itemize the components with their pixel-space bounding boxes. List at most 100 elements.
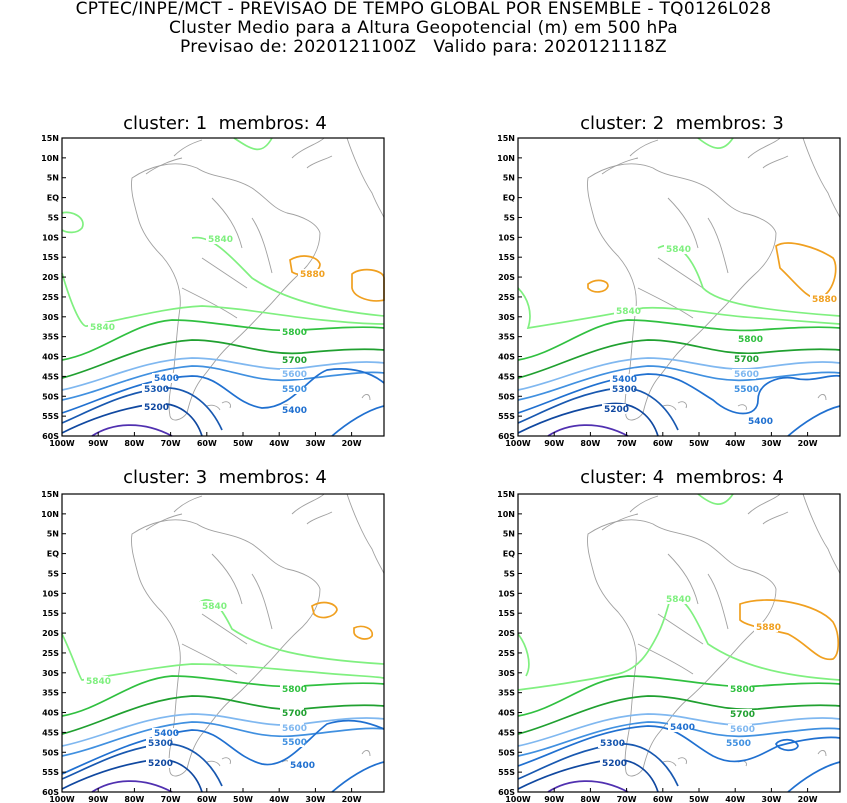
map-frame (517, 493, 841, 793)
contour-label-bg (732, 354, 756, 364)
coastline-4 (802, 493, 841, 575)
contour-5840-line (517, 633, 530, 677)
contour-label-5600: 5600 (734, 370, 759, 380)
contour-label-bg (146, 758, 170, 768)
contour-label-bg (88, 322, 112, 332)
contour-5400-line (61, 368, 385, 414)
lat-label-55S: 55S (498, 412, 515, 421)
contour-label-bg (280, 369, 304, 379)
lat-label-15N: 15N (497, 134, 515, 143)
lat-label-40S: 40S (42, 709, 59, 718)
map-panel-cluster-2: 5840 5840 5880 5800 5700 5600 5500 5400 5400 5300… (497, 134, 841, 448)
lat-label-5N: 5N (503, 174, 515, 183)
lon-label-20W: 20W (798, 439, 818, 448)
contour-label-bg (732, 384, 756, 394)
contour-label-5800: 5800 (282, 328, 307, 338)
map-panel-cluster-1: 5840 5840 5880 5800 5700 5600 5500 5400 5400 5300… (41, 134, 385, 448)
contour-label-5200: 5200 (602, 759, 627, 769)
lon-label-90W: 90W (88, 795, 108, 803)
lat-label-35S: 35S (42, 333, 59, 342)
contour-label-5500: 5500 (282, 738, 307, 748)
map-panel-cluster-4: 5840 5880 5800 5700 5600 5500 5400 5300 5200 15N 1… (497, 490, 841, 803)
contour-label-bg (598, 738, 622, 748)
lat-label-60S: 60S (498, 432, 515, 441)
lat-label-20S: 20S (498, 629, 515, 638)
contour-label-bg (732, 369, 756, 379)
contour-5200-line (517, 402, 659, 437)
contour-label-5300: 5300 (600, 739, 625, 749)
contour-label-5840: 5840 (202, 602, 227, 612)
contour-5600-line (517, 357, 841, 391)
lat-label-25S: 25S (42, 293, 59, 302)
lon-label-100W: 100W (49, 795, 75, 803)
coastline-2 (181, 553, 273, 675)
lat-label-20S: 20S (42, 273, 59, 282)
coastline-0 (131, 163, 321, 421)
map-svg-1: 5840584058805800570056005500540054005300… (41, 134, 385, 448)
contour-label-bg (298, 269, 322, 279)
lon-label-60W: 60W (197, 439, 217, 448)
contour-label-5700: 5700 (282, 709, 307, 719)
lon-label-80W: 80W (124, 439, 144, 448)
contour-5880-line (587, 279, 609, 293)
lon-label-70W: 70W (161, 795, 181, 803)
contour-5800-line (61, 675, 385, 717)
map-svg-4: 5840 5880 5800 5700 5600 5500 5400 5300 5200 15N 1… (497, 490, 841, 803)
contour-label-bg (200, 601, 224, 611)
coastline-0 (131, 519, 321, 777)
lat-label-35S: 35S (42, 689, 59, 698)
contour-label-5840: 5840 (666, 595, 691, 605)
lon-label-30W: 30W (305, 795, 325, 803)
contour-label-5300: 5300 (144, 385, 169, 395)
contour-label-5400: 5400 (154, 374, 179, 384)
contour-5700-line (517, 695, 841, 735)
contour-5400-line (61, 719, 385, 775)
panel-4-title: cluster: 4 membros: 4 (580, 467, 784, 488)
coastline-2 (637, 197, 729, 319)
contour-5840-line (697, 137, 734, 149)
lat-label-30S: 30S (498, 313, 515, 322)
contour-5100-line (91, 780, 173, 793)
contour-5880-line (353, 625, 373, 640)
contour-5200-line (61, 402, 203, 437)
contour-5700-line (61, 339, 385, 379)
contour-label-bg (280, 723, 304, 733)
lon-label-60W: 60W (653, 439, 673, 448)
contour-label-bg (614, 306, 638, 316)
contour-label-5600: 5600 (282, 724, 307, 734)
contour-label-bg (602, 404, 626, 414)
contour-5700-line (517, 339, 841, 379)
lon-label-90W: 90W (88, 439, 108, 448)
contour-5840-line (199, 599, 385, 665)
lat-label-10N: 10N (497, 154, 515, 163)
contour-label-bg (280, 384, 304, 394)
lon-label-20W: 20W (798, 795, 818, 803)
contour-label-5700: 5700 (734, 355, 759, 365)
coastline-6 (737, 404, 747, 411)
lon-label-40W: 40W (269, 439, 289, 448)
lat-label-60S: 60S (42, 432, 59, 441)
contour-label-bg (280, 405, 304, 415)
panel-2-title: cluster: 2 membros: 3 (580, 113, 784, 134)
lat-label-15N: 15N (41, 490, 59, 499)
contour-label-5800: 5800 (282, 685, 307, 695)
contour-5400-line (787, 405, 841, 437)
contour-label-bg (728, 709, 752, 719)
contour-label-5400: 5400 (748, 417, 773, 427)
contour-label-bg (152, 373, 176, 383)
lon-label-70W: 70W (161, 439, 181, 448)
lat-label-50S: 50S (42, 392, 59, 401)
contour-label-5880: 5880 (812, 295, 837, 305)
lon-label-30W: 30W (761, 439, 781, 448)
contour-5880-line (351, 268, 385, 302)
contour-5400-line (331, 761, 385, 793)
coastline-3 (291, 493, 333, 525)
lon-label-60W: 60W (653, 795, 673, 803)
coastline-7 (361, 394, 371, 401)
contour-5400-line (331, 405, 385, 437)
panel-3-title: cluster: 3 membros: 4 (123, 467, 327, 488)
lat-label-20S: 20S (42, 629, 59, 638)
lat-label-55S: 55S (42, 412, 59, 421)
coastline-1 (145, 139, 203, 175)
lon-label-70W: 70W (617, 439, 637, 448)
